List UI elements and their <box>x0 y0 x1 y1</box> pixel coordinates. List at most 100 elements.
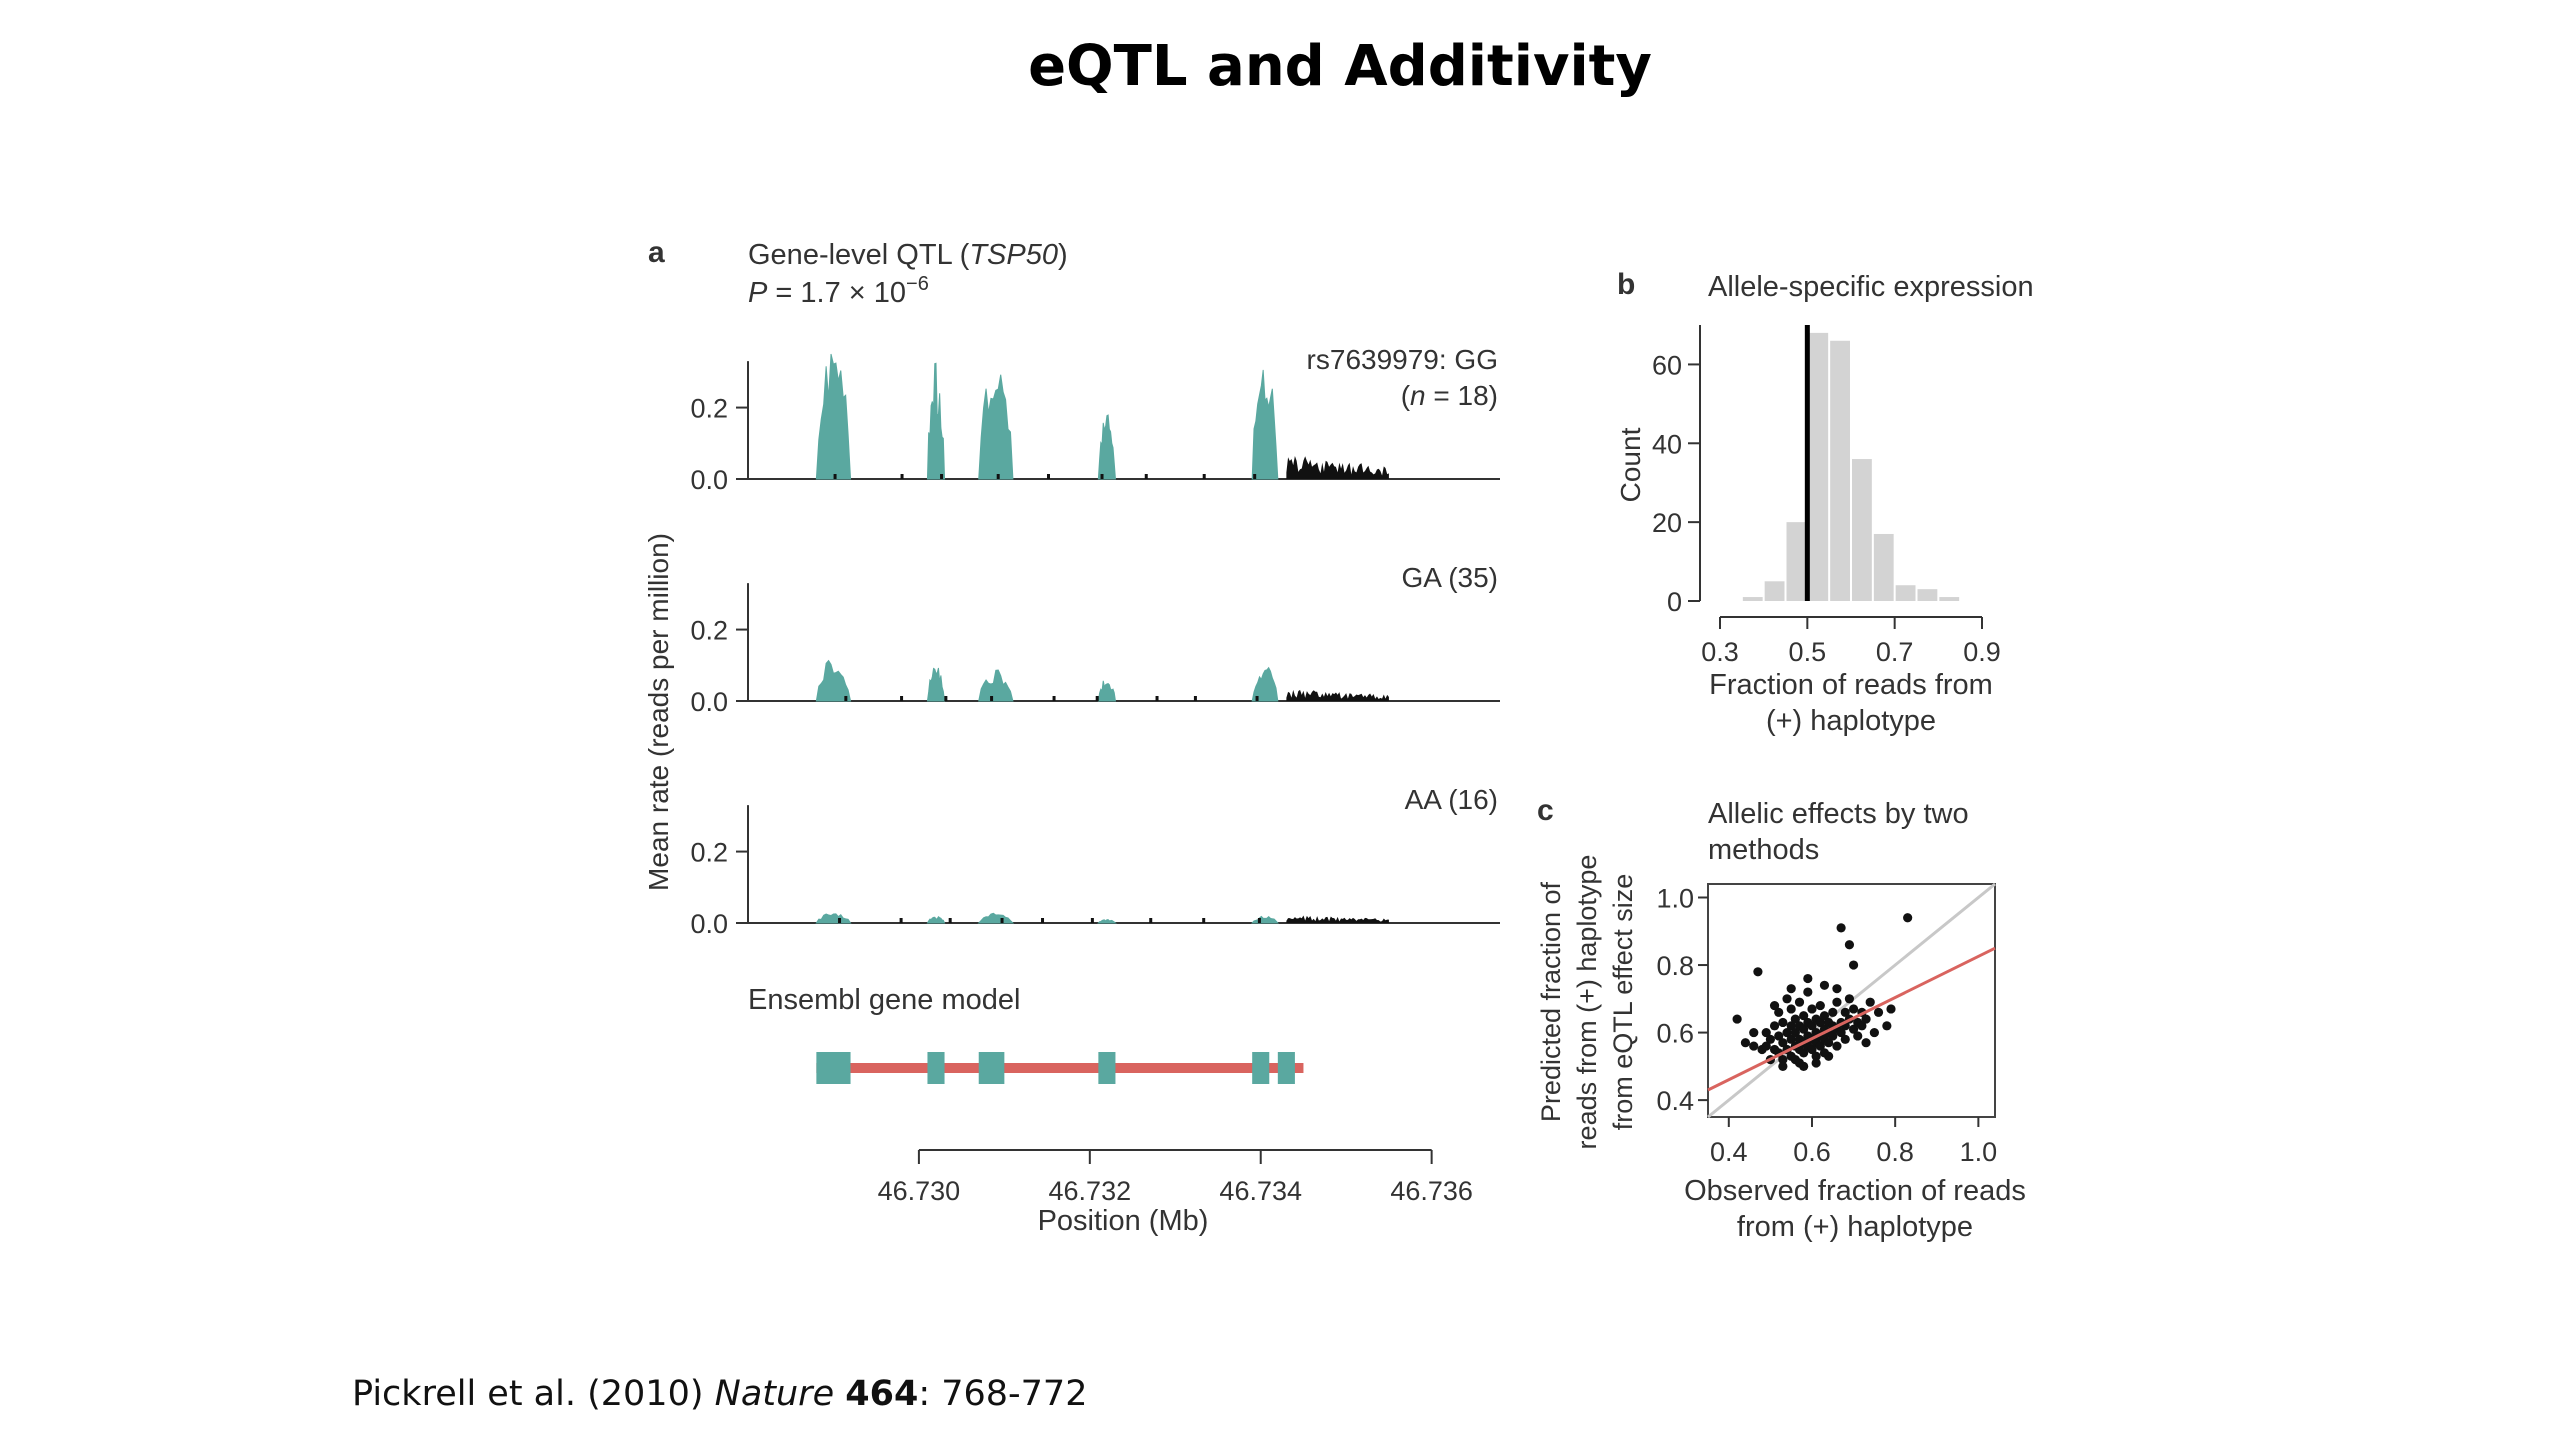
scatter-point <box>1794 997 1805 1007</box>
scatter-point <box>1778 1017 1788 1028</box>
panel-c-xlabel-line1: Observed fraction of reads <box>1684 1175 2026 1207</box>
scatter-point <box>1832 997 1842 1007</box>
background-read <box>900 474 904 479</box>
background-read <box>944 696 948 701</box>
gene-model-exon <box>927 1052 945 1084</box>
x-axis-tick-label: 46.736 <box>1390 1176 1473 1206</box>
exon-coverage-peak <box>1251 915 1279 924</box>
track-y-tick-label: 0.0 <box>690 687 728 717</box>
y-axis-tick-label: 60 <box>1652 350 1682 380</box>
x-axis-tick-label: 0.4 <box>1710 1137 1748 1167</box>
scatter-point <box>1782 1027 1792 1038</box>
panel-a-xlabel: Position (Mb) <box>1038 1205 1209 1237</box>
background-read <box>899 918 903 923</box>
panel-a: a Gene-level QTL (TSP50) P = 1.7 × 10−6 … <box>643 236 1500 1237</box>
gene-model-exon <box>1277 1052 1295 1084</box>
background-read <box>833 474 837 479</box>
x-axis-tick-label: 46.734 <box>1219 1176 1302 1206</box>
scatter-point <box>1848 1004 1859 1014</box>
regression-line <box>1707 946 1996 1092</box>
y-axis-tick-label: 20 <box>1652 508 1682 538</box>
genotype-track-3: 0.0 0.2 AA (16) <box>690 784 1500 939</box>
x-axis-tick-label: 0.5 <box>1789 637 1827 667</box>
gene-model-exon <box>816 1052 851 1084</box>
exon-coverage-peak <box>977 912 1015 924</box>
scatter-point <box>1782 994 1792 1004</box>
panel-c-xlabel-line2: from (+) haplotype <box>1737 1211 1973 1243</box>
panel-c-ylabel-line2: reads from (+) haplotype <box>1572 855 1602 1150</box>
scatter-point <box>1790 1014 1800 1024</box>
panel-c: c Allelic effects by two methods Predict… <box>1536 794 2026 1243</box>
histogram-bar <box>1808 332 1829 601</box>
scatter-point <box>1769 1021 1780 1031</box>
exon-coverage-peak <box>926 915 946 924</box>
scatter-point <box>1799 1024 1809 1034</box>
background-read <box>990 696 994 701</box>
genotype-label: AA (16) <box>1405 784 1498 815</box>
scatter-point <box>1774 1031 1784 1041</box>
scatter-point <box>1786 1034 1796 1044</box>
y-axis-tick-label: 0.8 <box>1656 951 1694 981</box>
scatter-point <box>1815 1041 1825 1051</box>
scatter-point <box>1811 1051 1821 1061</box>
scatter-point <box>1819 980 1830 990</box>
background-read <box>900 696 904 701</box>
scatter-point <box>1836 923 1846 933</box>
panel-a-title-plain: Gene-level QTL ( <box>748 239 970 271</box>
scatter-point <box>1840 1034 1850 1044</box>
citation-pages: : 768-772 <box>918 1374 1088 1414</box>
histogram-bar <box>1939 597 1960 601</box>
track-y-tick-label: 0.2 <box>690 394 728 424</box>
background-read <box>948 918 952 923</box>
histogram-bar <box>1830 340 1850 601</box>
panel-b-ylabel: Count <box>1615 427 1646 502</box>
exon-coverage-peak <box>1251 369 1279 480</box>
track-y-tick-label: 0.2 <box>690 838 728 868</box>
exon-coverage-peak <box>1097 414 1116 480</box>
scatter-point <box>1857 1021 1867 1031</box>
citation-authors: Pickrell et al. (2010) <box>352 1374 704 1414</box>
scatter-point <box>1761 1027 1771 1038</box>
scatter-point <box>1828 1031 1838 1041</box>
background-read <box>844 696 848 701</box>
x-axis-tick-label: 1.0 <box>1960 1137 1998 1167</box>
scatter-point <box>1803 987 1813 997</box>
genotype-count-var: n <box>1410 380 1426 411</box>
scatter-point <box>1774 1007 1784 1017</box>
citation-journal: Nature <box>714 1374 835 1414</box>
panel-a-title-gene: TSP50 <box>969 239 1058 271</box>
panel-b-plot: 0 20 40 60 0.3 0.5 0.7 0.9 <box>1652 325 2001 667</box>
background-read <box>1052 696 1056 701</box>
background-read <box>1144 474 1148 479</box>
plot-frame <box>1707 883 1996 1118</box>
scatter-point <box>1790 1027 1800 1038</box>
panel-a-subtitle-rest: = 1.7 × 10 <box>767 277 906 309</box>
track-y-tick-label: 0.0 <box>690 909 728 939</box>
scatter-point <box>1732 1014 1742 1024</box>
exon-coverage-peak <box>1251 666 1279 702</box>
panel-a-tracks: 0.0 0.2 rs7639979: GG (n = 18) 0.0 0.2 GA (35)… <box>690 344 1500 939</box>
scatter-point <box>1903 913 1913 923</box>
exon-coverage-peak <box>815 913 852 924</box>
scatter-point <box>1799 1011 1809 1021</box>
noncoding-coverage <box>1286 915 1389 923</box>
genotype-label: GA (35) <box>1402 562 1498 593</box>
scatter-point <box>1807 1004 1817 1014</box>
scatter-point <box>1749 1027 1759 1038</box>
background-read <box>1095 696 1099 701</box>
track-y-tick-label: 0.2 <box>690 616 728 646</box>
scatter-point <box>1869 1027 1879 1038</box>
exon-coverage-peak <box>1097 919 1117 924</box>
scatter-point <box>1819 1011 1830 1021</box>
x-axis-tick-label: 46.732 <box>1049 1176 1132 1206</box>
background-read <box>996 474 1000 479</box>
background-read <box>1202 918 1206 923</box>
panel-b-xlabel-line2: (+) haplotype <box>1766 705 1936 737</box>
panel-c-ylabel-line3: from eQTL effect size <box>1608 874 1638 1131</box>
exon-coverage-peak <box>1097 680 1117 702</box>
slide-title: eQTL and Additivity <box>1028 34 1652 99</box>
scatter-point <box>1882 1021 1892 1031</box>
genotype-label: rs7639979: GG <box>1307 344 1498 375</box>
panel-a-subtitle-exp: −6 <box>906 273 929 295</box>
background-read <box>1257 918 1261 923</box>
